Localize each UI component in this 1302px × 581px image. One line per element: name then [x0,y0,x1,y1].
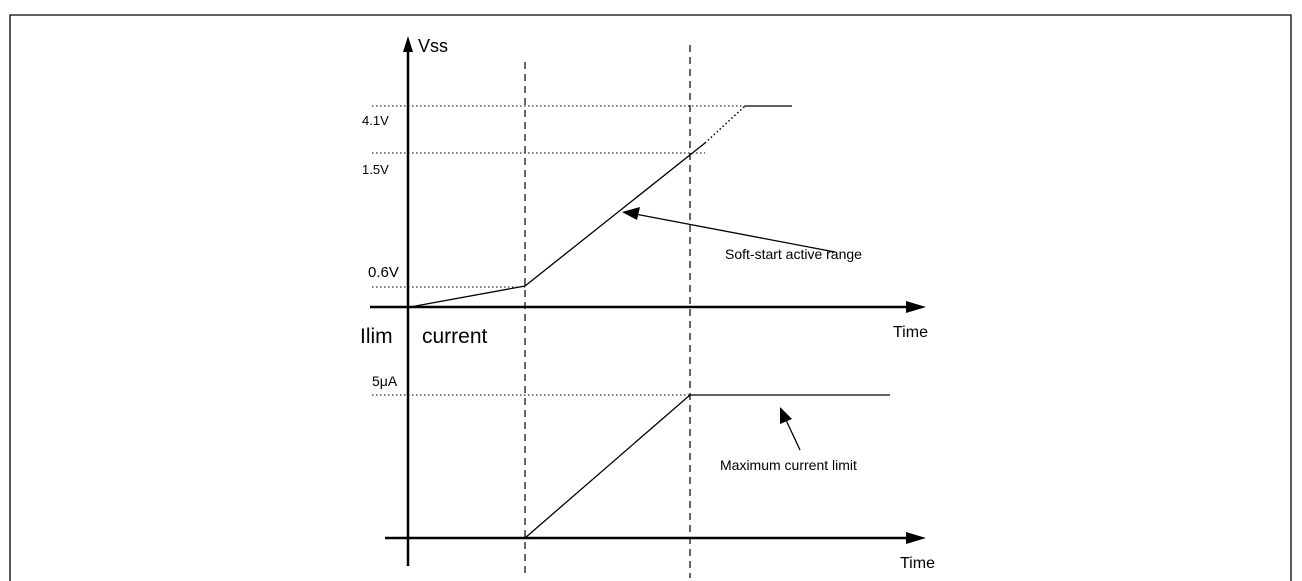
y-arrow [403,36,413,52]
annotation-arrow [785,419,801,451]
lower-x-arrow [906,532,926,544]
frame [9,14,1292,581]
annotation: Maximum current limit [720,457,857,473]
x-label: Time [893,324,928,341]
arrow-head [622,207,640,220]
ilim-curve [524,394,890,539]
annotation: Soft-start active range [725,246,862,262]
vss-curve [409,142,706,308]
vss-curve-dotted [704,105,746,144]
axis-label: current [422,325,488,348]
level-label: 5μA [372,373,398,389]
annotation-arrow [634,213,836,253]
axis-label: Vss [418,36,448,56]
level-label: 4.1V [362,113,389,128]
upper-x-arrow [906,301,926,313]
level-label: 1.5V [362,162,389,177]
arrow-head [780,407,792,424]
axis-label: Ilim [360,325,393,348]
x-label: Time [900,555,935,572]
level-label: 0.6V [368,264,399,281]
